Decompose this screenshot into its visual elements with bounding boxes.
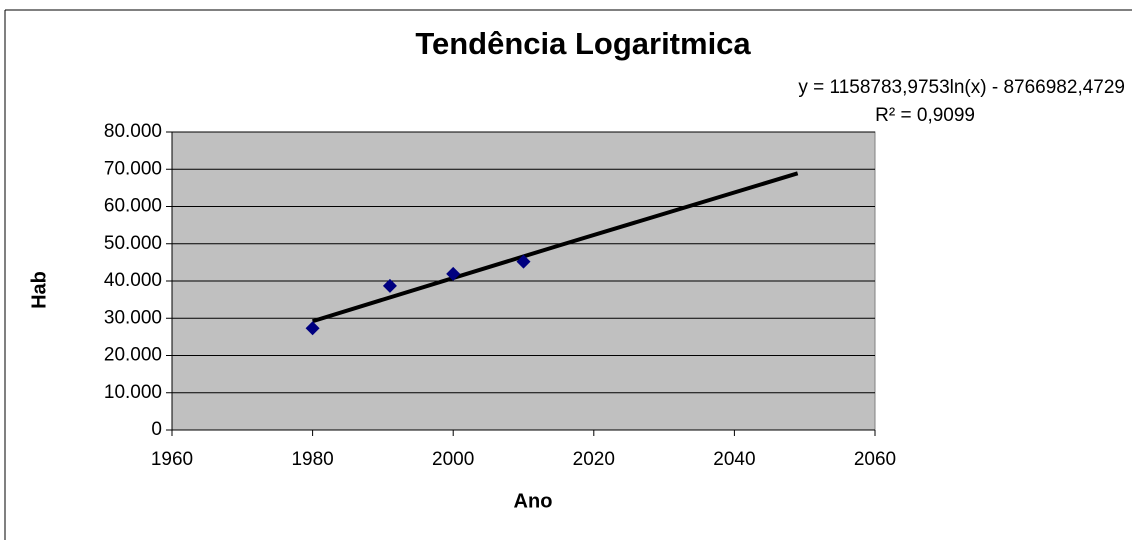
y-tick-label: 30.000 (104, 307, 162, 328)
x-tick-label: 1960 (151, 449, 193, 470)
y-tick-label: 10.000 (104, 382, 162, 403)
data-point (382, 278, 397, 293)
data-point (516, 254, 531, 269)
y-tick-label: 40.000 (104, 270, 162, 291)
x-tick-label: 2020 (573, 449, 615, 470)
y-tick-label: 20.000 (104, 345, 162, 366)
y-tick-label: 70.000 (104, 158, 162, 179)
y-tick-label: 80.000 (104, 121, 162, 142)
chart-title: Tendência Logaritmica (415, 26, 751, 61)
y-axis-title: Hab (28, 271, 50, 309)
trend-equation: y = 1158783,9753ln(x) - 8766982,4729 (798, 77, 1125, 98)
x-tick-label: 2000 (432, 449, 474, 470)
trendline (312, 171, 799, 324)
y-tick-label: 60.000 (104, 196, 162, 217)
x-tick-label: 2060 (854, 449, 896, 470)
x-tick-label: 2040 (713, 449, 755, 470)
y-tick-label: 50.000 (104, 233, 162, 254)
data-point (446, 266, 461, 281)
r-squared: R² = 0,9099 (875, 105, 975, 126)
x-axis-title: Ano (514, 490, 553, 512)
x-tick-label: 1980 (291, 449, 333, 470)
data-point (305, 321, 320, 336)
y-tick-label: 0 (151, 419, 162, 440)
